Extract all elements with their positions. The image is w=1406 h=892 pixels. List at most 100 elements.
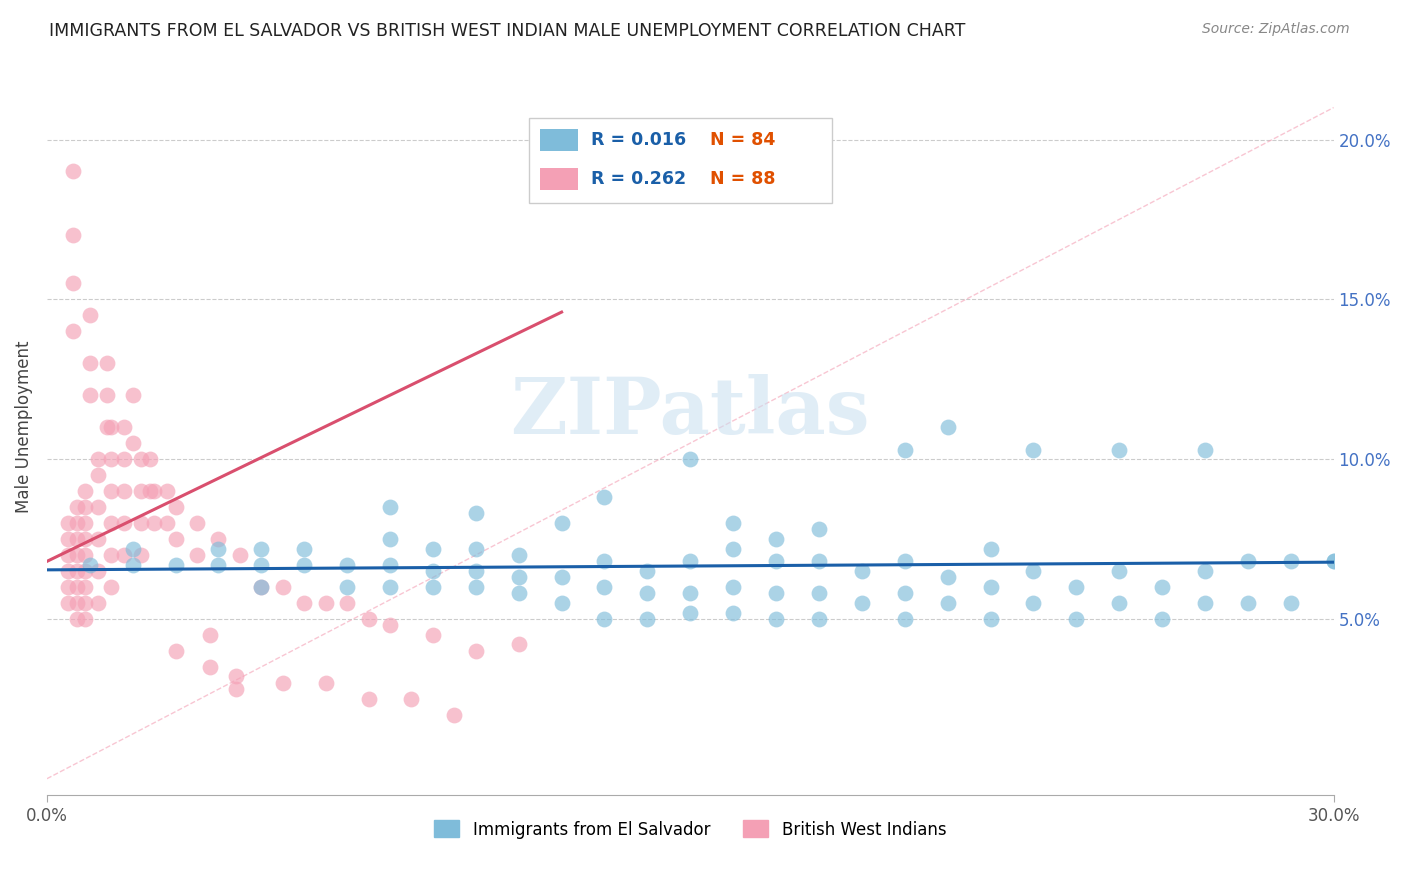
Point [198,660,221,674]
Point [593,612,616,626]
Point [207,532,229,546]
Point [58,596,80,610]
Point [75,612,97,626]
Point [58,548,80,562]
Point [378,500,401,514]
Point [198,628,221,642]
Point [75,516,97,530]
Point [112,484,135,499]
Point [357,691,380,706]
Point [1108,596,1130,610]
Point [1323,554,1346,568]
Point [62,277,84,291]
FancyBboxPatch shape [540,129,578,152]
Point [100,420,122,434]
Point [62,228,84,243]
Point [378,618,401,632]
Point [936,570,959,584]
Point [87,596,110,610]
Point [66,500,89,514]
Point [229,548,252,562]
Point [679,586,702,600]
Point [66,532,89,546]
Point [550,596,572,610]
Point [508,570,530,584]
Point [156,484,179,499]
Point [807,523,830,537]
Point [129,548,152,562]
Point [139,452,162,467]
Point [765,532,787,546]
Point [636,586,658,600]
Point [165,644,187,658]
Point [1022,596,1045,610]
Point [636,564,658,578]
Point [765,612,787,626]
Point [292,541,315,556]
Point [893,554,915,568]
Point [721,541,744,556]
Point [96,356,118,370]
Point [225,669,247,683]
Point [225,682,247,697]
Point [292,558,315,572]
Point [87,468,110,483]
Point [443,707,465,722]
Point [165,500,187,514]
Point [100,484,122,499]
Point [464,507,486,521]
Point [1108,442,1130,457]
Point [121,388,143,402]
Text: ZIPatlas: ZIPatlas [510,375,870,450]
Point [58,564,80,578]
Point [75,484,97,499]
Point [807,554,830,568]
Point [508,548,530,562]
Text: N = 88: N = 88 [710,170,775,188]
Point [1022,564,1045,578]
Point [66,548,89,562]
Point [378,580,401,594]
Point [207,541,229,556]
Point [129,484,152,499]
Point [464,541,486,556]
FancyBboxPatch shape [530,119,832,203]
Point [62,164,84,178]
Point [75,532,97,546]
Point [1064,612,1087,626]
Point [936,420,959,434]
Point [807,586,830,600]
Point [464,644,486,658]
Point [508,638,530,652]
Point [79,308,101,322]
Point [1323,554,1346,568]
Point [207,558,229,572]
Point [1064,580,1087,594]
Point [336,558,359,572]
Point [112,420,135,434]
Point [100,548,122,562]
Point [143,484,166,499]
Point [112,452,135,467]
Text: Source: ZipAtlas.com: Source: ZipAtlas.com [1202,22,1350,37]
Point [1237,596,1260,610]
Point [315,676,337,690]
Point [87,532,110,546]
Point [1194,564,1216,578]
Point [721,516,744,530]
Legend: Immigrants from El Salvador, British West Indians: Immigrants from El Salvador, British Wes… [427,814,953,846]
Point [250,580,273,594]
Point [75,564,97,578]
Point [121,558,143,572]
Point [550,516,572,530]
Point [464,564,486,578]
Point [422,564,444,578]
Point [550,570,572,584]
Point [66,516,89,530]
Point [1108,564,1130,578]
Point [765,586,787,600]
Point [121,541,143,556]
Point [62,324,84,338]
Point [851,564,873,578]
Point [1194,442,1216,457]
